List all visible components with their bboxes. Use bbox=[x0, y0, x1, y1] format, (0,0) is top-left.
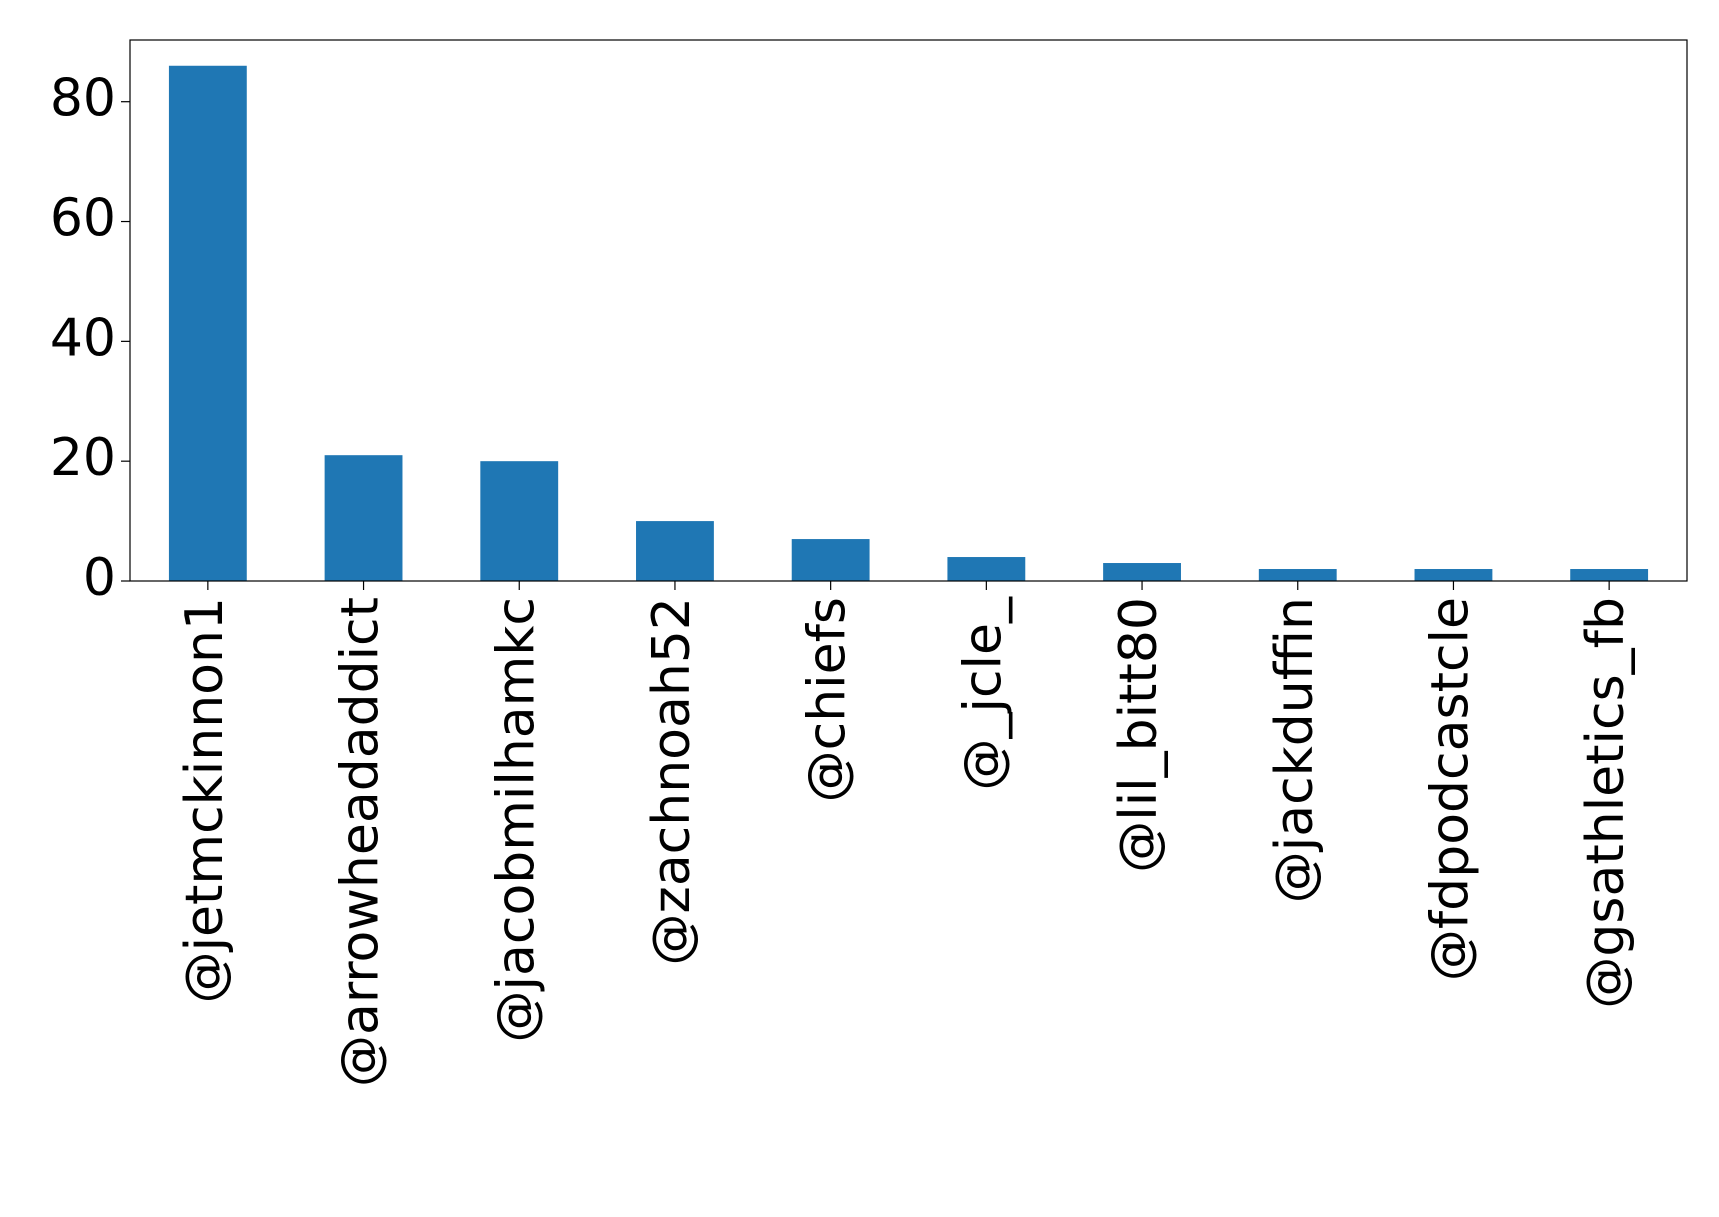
x-tick-label: @arrowheadaddict bbox=[331, 597, 391, 1087]
y-tick-label: 60 bbox=[50, 189, 116, 249]
bar bbox=[947, 557, 1026, 581]
bar bbox=[791, 539, 870, 581]
bar bbox=[1414, 569, 1493, 581]
bar bbox=[636, 521, 714, 581]
x-tick-label: @jacobmilhamkc bbox=[486, 597, 546, 1042]
bar bbox=[1103, 563, 1181, 581]
bar bbox=[324, 455, 403, 581]
plot-frame bbox=[129, 39, 1688, 582]
x-tick-label: @lil_bitt80 bbox=[1109, 597, 1169, 873]
y-tick-label: 20 bbox=[50, 428, 116, 488]
x-tick-label: @chiefs bbox=[798, 597, 858, 802]
bar bbox=[1570, 569, 1649, 581]
y-tick-label: 40 bbox=[50, 308, 116, 368]
x-tick-label: @jetmckinnon1 bbox=[175, 597, 235, 1003]
x-tick-label: @jackduffin bbox=[1265, 597, 1325, 903]
y-tick-label: 80 bbox=[50, 69, 116, 129]
bar bbox=[480, 461, 559, 581]
x-tick-label: @_jcle_ bbox=[953, 596, 1013, 790]
bar bbox=[168, 65, 247, 581]
bar bbox=[1258, 569, 1337, 581]
x-tick-label: @zachnoah52 bbox=[642, 597, 702, 965]
x-tick-label: @gsathletics_fb bbox=[1576, 597, 1636, 1009]
x-tick-label: @fdpodcastcle bbox=[1420, 597, 1480, 981]
y-tick-label: 0 bbox=[83, 548, 116, 608]
